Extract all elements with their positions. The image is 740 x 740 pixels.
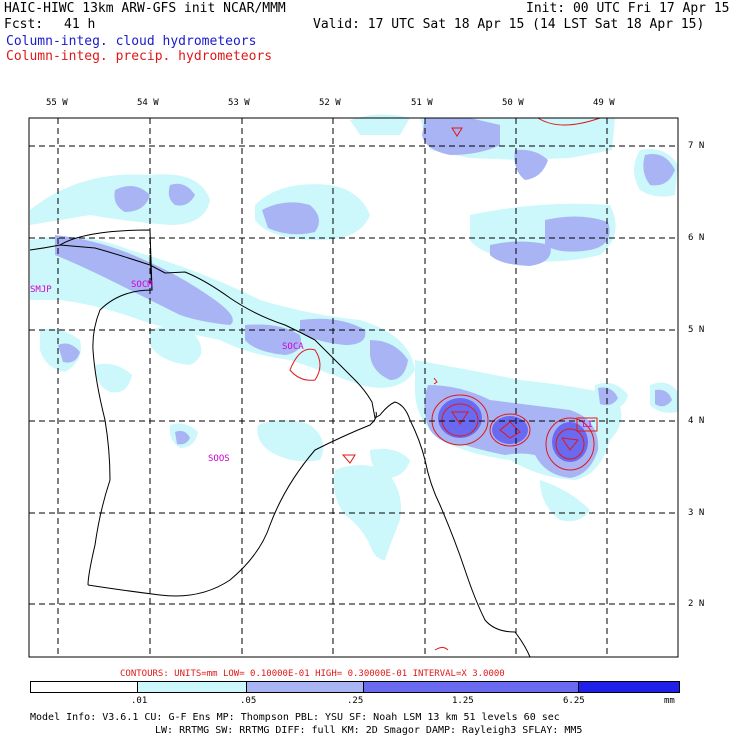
legend-cloud-hydrometeors: Column-integ. cloud hydrometeors — [6, 34, 257, 49]
lon-label: 52 W — [319, 98, 341, 108]
lat-label: 4 N — [688, 416, 705, 426]
lon-label: 49 W — [593, 98, 615, 108]
lon-label: 50 W — [502, 98, 524, 108]
lon-label: 55 W — [46, 98, 68, 108]
station-label: SOCM — [131, 280, 153, 290]
colorbar-segment-mediumblue — [363, 681, 579, 693]
colorbar-tick: 1.25 — [452, 696, 474, 706]
lon-label: 53 W — [228, 98, 250, 108]
init-time: Init: 00 UTC Fri 17 Apr 15 — [526, 1, 730, 16]
coastline — [29, 229, 531, 658]
model-info-line2: LW: RRTMG SW: RRTMG DIFF: full KM: 2D Sm… — [155, 725, 583, 736]
colorbar-segment-lightblue — [246, 681, 364, 693]
lon-label: 51 W — [411, 98, 433, 108]
colorbar-segment-white — [30, 681, 138, 693]
colorbar-tick: .05 — [240, 696, 257, 706]
colorbar-segment-lightcyan — [137, 681, 247, 693]
forecast-hour: 41 h — [64, 17, 96, 32]
colorbar-tick: 6.25 — [563, 696, 585, 706]
lat-label: 7 N — [688, 141, 705, 151]
colorbar-tick: .25 — [347, 696, 364, 706]
lon-label: 54 W — [137, 98, 159, 108]
model-info-line1: Model Info: V3.6.1 CU: G-F Ens MP: Thomp… — [30, 712, 560, 723]
colorbar-segment-darkblue — [578, 681, 680, 693]
lat-label: 5 N — [688, 325, 705, 335]
map-frame — [28, 117, 679, 658]
lat-label: 3 N — [688, 508, 705, 518]
station-label: SOCA — [282, 342, 304, 352]
forecast-label: Fcst: — [4, 17, 44, 32]
station-label: SMJP — [30, 285, 52, 295]
colorbar-tick: .01 — [131, 696, 148, 706]
contours-info: CONTOURS: UNITS=mm LOW= 0.10000E-01 HIGH… — [120, 669, 505, 679]
valid-time: Valid: 17 UTC Sat 18 Apr 15 (14 LST Sat … — [313, 17, 705, 32]
lat-lon-grid — [29, 118, 678, 657]
legend-precip-hydrometeors: Column-integ. precip. hydrometeors — [6, 49, 273, 64]
station-label: SOOS — [208, 454, 230, 464]
colorbar-unit: mm — [664, 696, 675, 706]
lat-label: 6 N — [688, 233, 705, 243]
station-label: LI — [582, 420, 593, 430]
precip-contours — [289, 117, 601, 651]
plot-title: HAIC-HIWC 13km ARW-GFS init NCAR/MMM — [4, 1, 286, 16]
lat-label: 2 N — [688, 599, 705, 609]
